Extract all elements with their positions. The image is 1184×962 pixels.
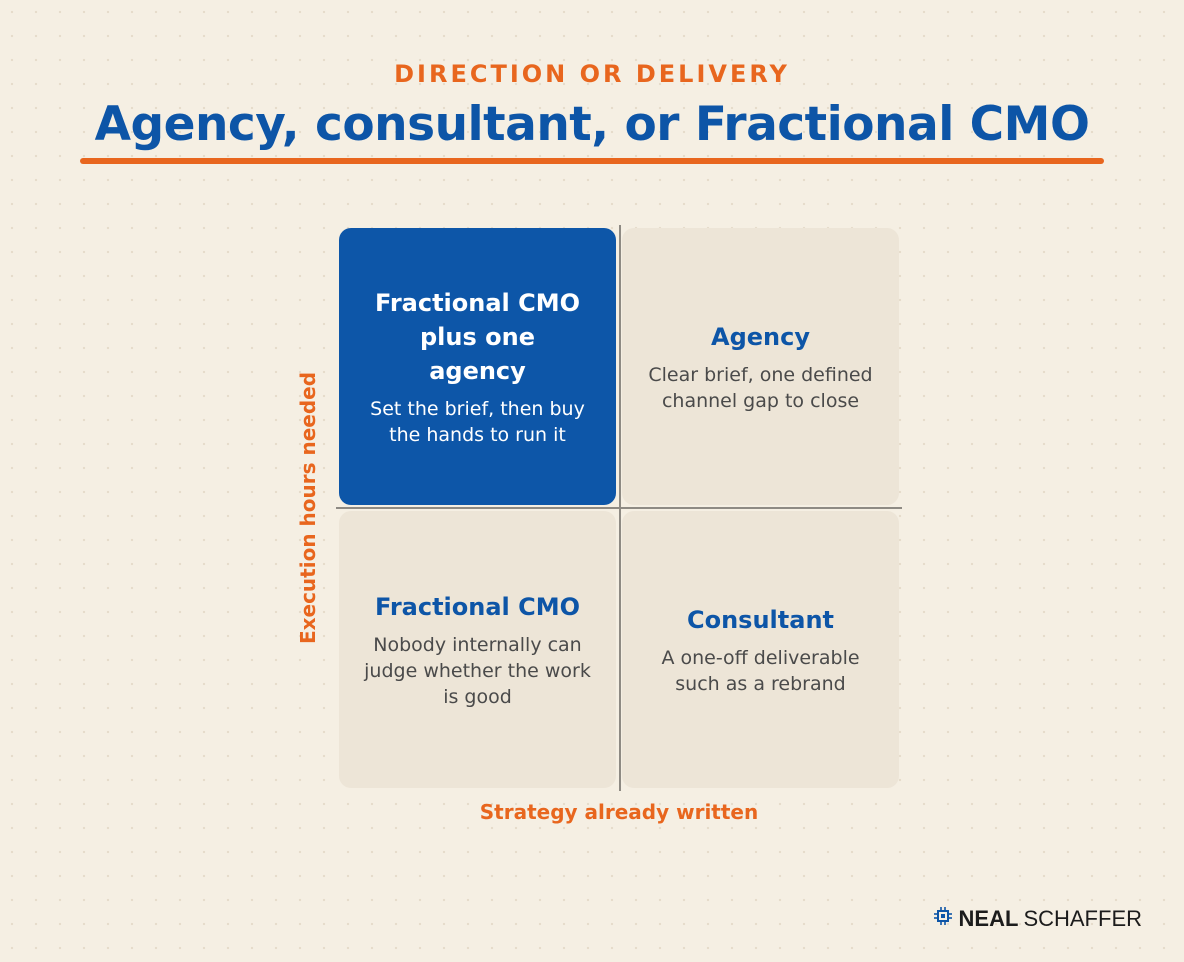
quadrant-title: Fractional CMO <box>374 592 581 621</box>
brand-logo: NEAL SCHAFFER <box>933 906 1142 932</box>
quadrant-top-right: Agency Clear brief, one defined channel … <box>622 228 899 505</box>
quadrant-description: Clear brief, one defined channel gap to … <box>648 363 873 412</box>
horizontal-axis-line <box>336 507 902 509</box>
quadrant-title: Agency <box>711 322 810 351</box>
page-title: Agency, consultant, or Fractional CMO <box>94 97 1090 152</box>
quadrant-description: Nobody internally can judge whether the … <box>364 633 591 708</box>
chip-icon <box>933 906 959 932</box>
quadrant-description: A one-off deliverable such as a rebrand <box>661 646 860 695</box>
quadrant-title: Consultant <box>686 605 834 634</box>
quadrant-top-left: Fractional CMO plus one agency Set the b… <box>339 228 616 505</box>
quadrant-title: Fractional CMO plus one agency <box>374 288 581 385</box>
quadrant-bottom-left: Fractional CMO Nobody internally can jud… <box>339 511 616 788</box>
x-axis-label: Strategy already written <box>479 800 759 824</box>
brand-name-bold: NEAL <box>958 906 1019 931</box>
brand-name-regular: SCHAFFER <box>1023 906 1142 931</box>
quadrant-bottom-right: Consultant A one-off deliverable such as… <box>622 511 899 788</box>
eyebrow-label: DIRECTION OR DELIVERY <box>394 60 790 88</box>
quadrant-description: Set the brief, then buy the hands to run… <box>370 397 585 446</box>
title-underline <box>80 158 1104 164</box>
y-axis-label: Execution hours needed <box>296 371 320 645</box>
